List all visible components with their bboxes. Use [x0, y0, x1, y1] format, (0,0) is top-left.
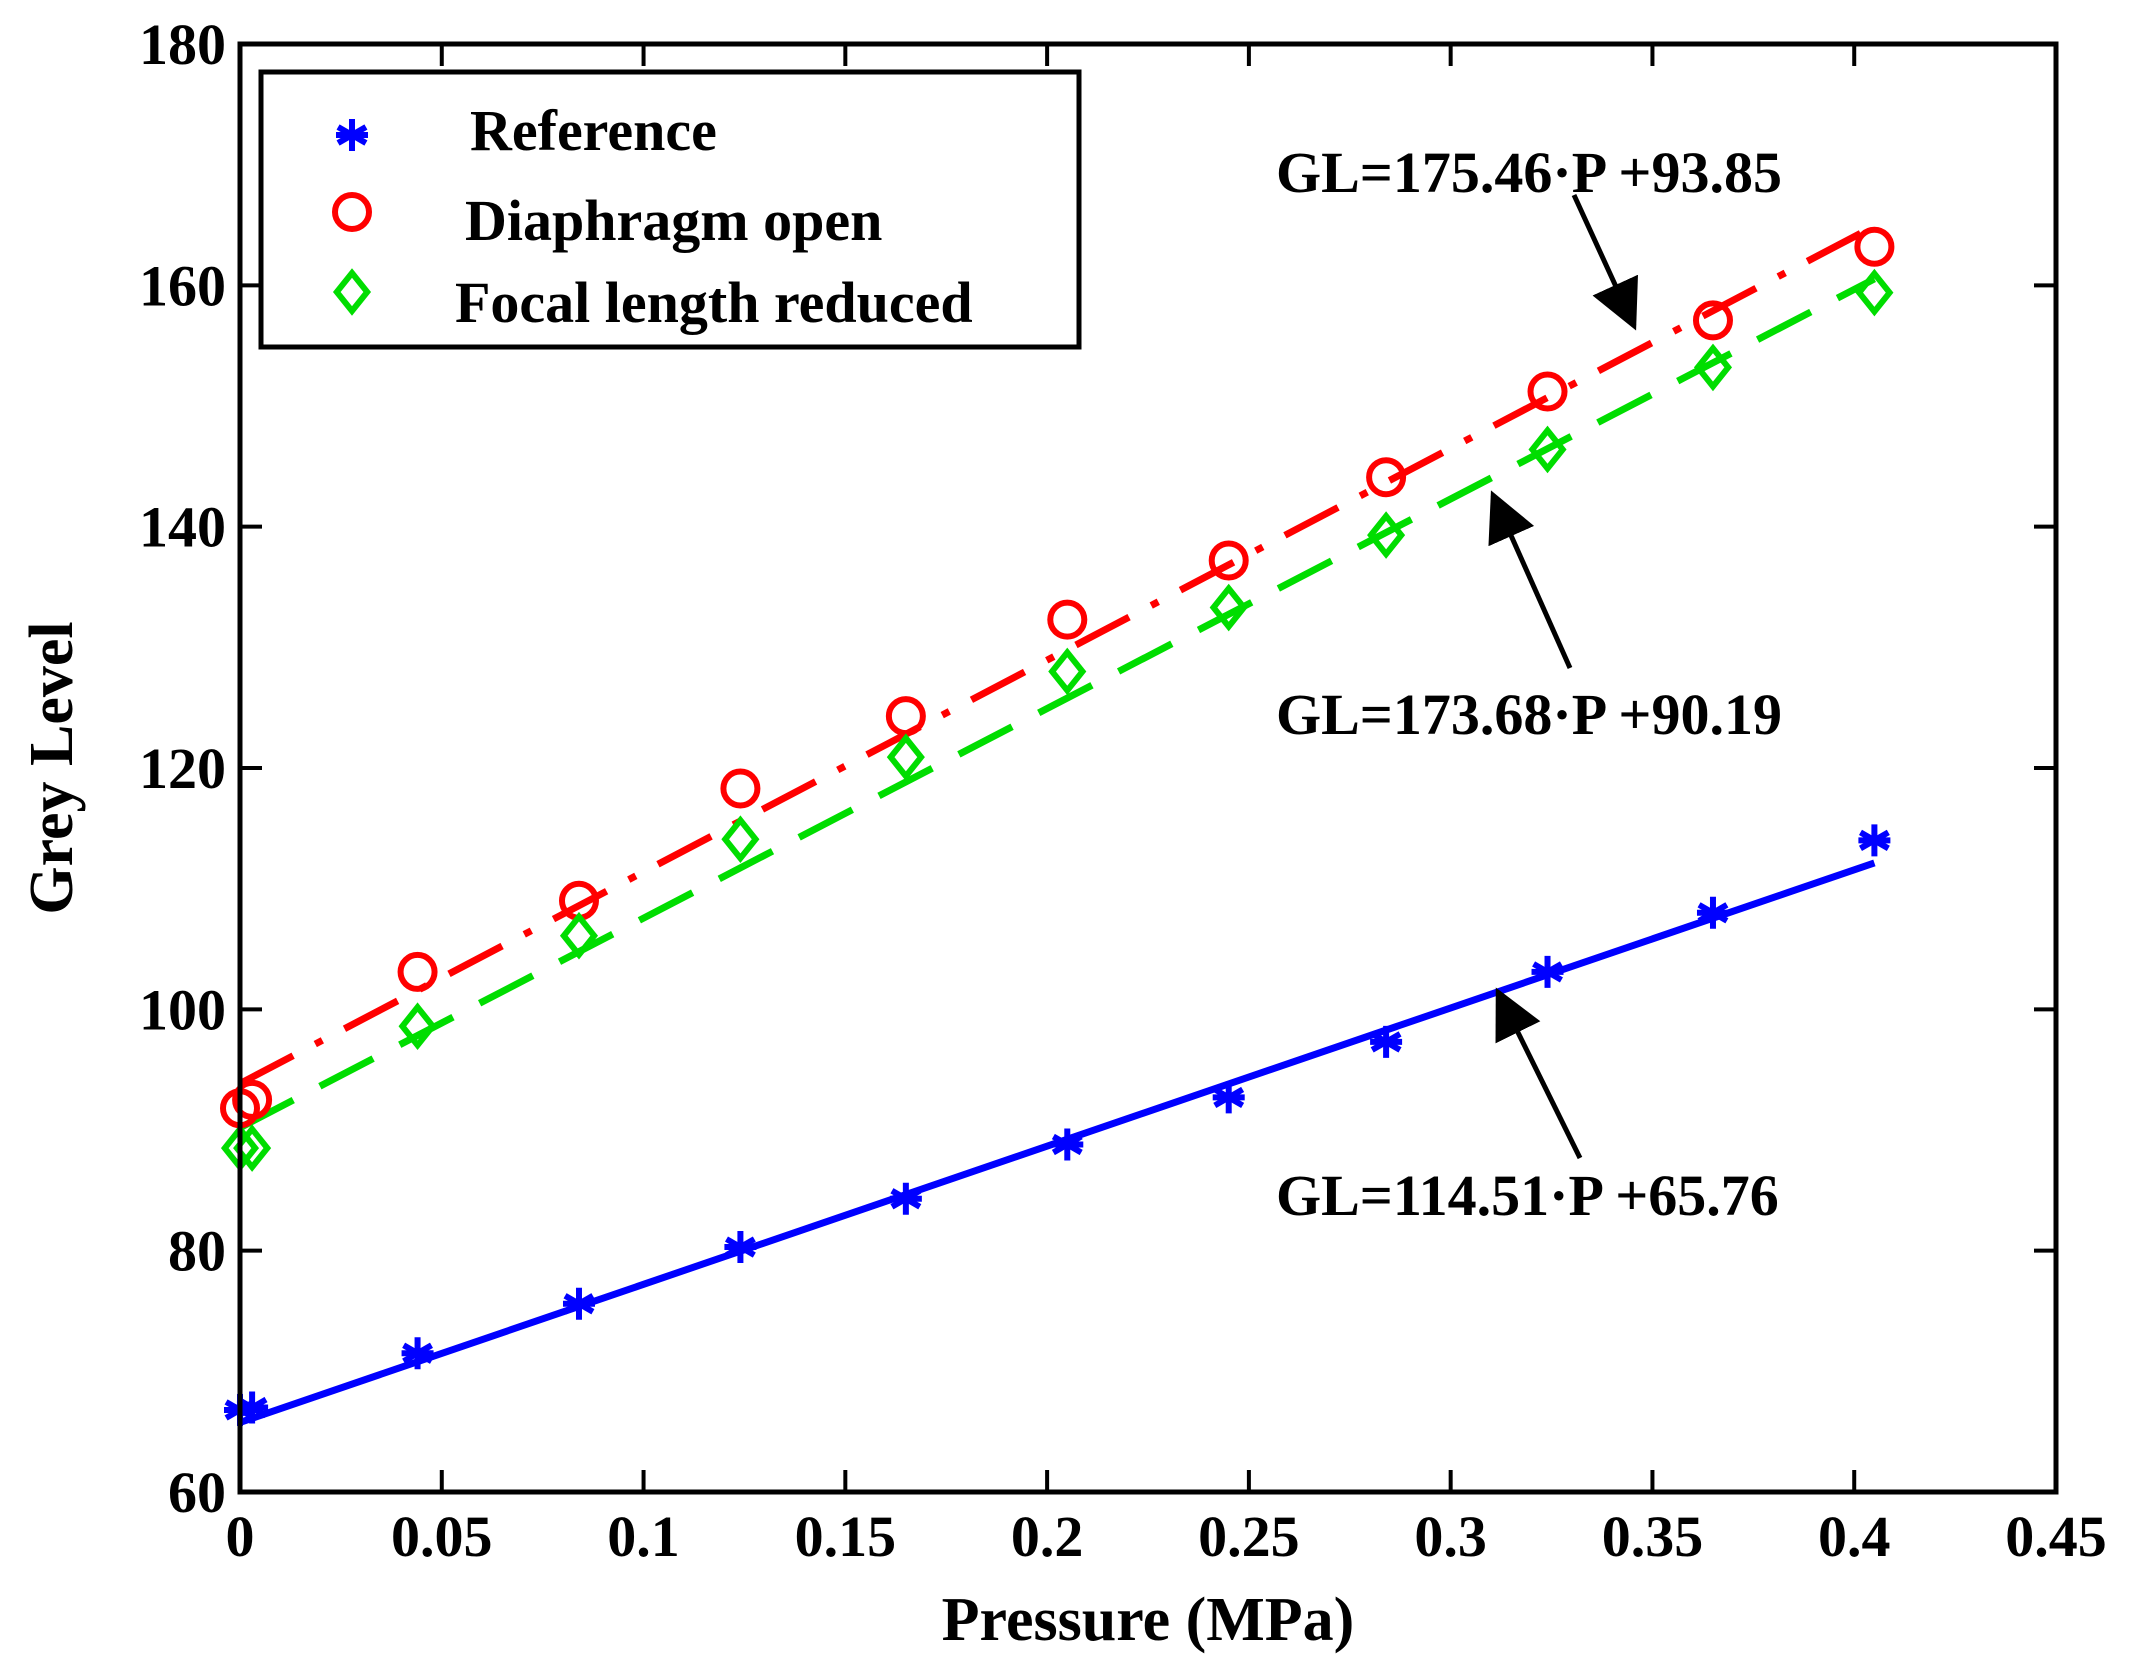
y-tick-label: 60: [168, 1460, 226, 1525]
data-point-focal-length-reduced: [721, 815, 760, 863]
x-tick-label: 0.05: [391, 1504, 493, 1569]
y-tick-label: 160: [139, 253, 226, 318]
x-tick-label: 0.25: [1198, 1504, 1300, 1569]
x-tick-label: 0.4: [1818, 1504, 1891, 1569]
data-point-focal-length-reduced: [1048, 647, 1087, 696]
annotation-reference-fit: GL=114.51·P +65.76: [1276, 1163, 1779, 1228]
legend-marker-focal-length-reduced: [332, 268, 372, 316]
data-point-reference: [401, 1337, 434, 1370]
plot-frame: [237, 41, 2059, 1495]
data-point-reference: [724, 1231, 757, 1264]
x-tick-label: 0.15: [795, 1504, 897, 1569]
data-point-reference: [1051, 1128, 1084, 1161]
legend: Reference Diaphragm open Focal length re…: [258, 69, 1082, 350]
data-point-diaphragm-open: [1692, 300, 1733, 341]
annotation-diaphragm-fit: GL=175.46·P +93.85: [1276, 140, 1782, 205]
legend-label-focal-length-reduced: Focal length reduced: [455, 270, 973, 335]
tick-labels: 0 0.05 0.1 0.15 0.2 0.25 0.3 0.35 0.4 0.45 60 80 100…: [139, 12, 2107, 1569]
annotation-arrow-reference: [1495, 987, 1583, 1160]
data-point-reference: [1212, 1081, 1245, 1114]
data-point-reference: [1370, 1025, 1403, 1058]
x-tick-label: 0.3: [1414, 1504, 1487, 1569]
fit-line-focal-length-reduced: [238, 275, 1877, 1131]
x-tick-label: 0.45: [2005, 1504, 2107, 1569]
data-point-focal-length-reduced: [1209, 583, 1248, 632]
data-point-reference: [1858, 824, 1891, 857]
y-tick-label: 120: [139, 736, 226, 801]
annotation-arrow-diaphragm: [1571, 193, 1638, 331]
data-point-focal-length-reduced: [1528, 425, 1567, 474]
y-axis-title: Grey Level: [18, 621, 86, 914]
y-tick-label: 140: [139, 495, 226, 560]
x-axis-title: Pressure (MPa): [942, 1586, 1355, 1654]
data-point-diaphragm-open: [885, 696, 926, 737]
data-point-focal-length-reduced: [559, 911, 599, 960]
data-point-focal-length-reduced: [398, 1002, 437, 1051]
data-point-diaphragm-open: [720, 768, 761, 809]
legend-marker-diaphragm-open: [332, 192, 372, 232]
data-point-focal-length-reduced: [1367, 511, 1406, 559]
data-point-focal-length-reduced: [1693, 343, 1733, 392]
data-point-reference: [562, 1287, 595, 1320]
legend-box: [258, 69, 1082, 350]
data-point-diaphragm-open: [1854, 226, 1895, 267]
data-point-focal-length-reduced: [886, 733, 925, 781]
x-tick-label: 0.35: [1602, 1504, 1704, 1569]
data-markers: [220, 226, 1895, 1426]
data-point-focal-length-reduced: [1855, 268, 1894, 317]
data-point-diaphragm-open: [1047, 599, 1088, 640]
data-point-reference: [889, 1182, 922, 1215]
data-point-diaphragm-open: [397, 951, 438, 992]
y-tick-label: 80: [168, 1219, 226, 1284]
y-tick-label: 180: [139, 12, 226, 77]
annotations: GL=175.46·P +93.85 GL=173.68·P +90.19 GL…: [1276, 140, 1782, 1228]
data-point-diaphragm-open: [232, 1079, 273, 1120]
data-point-reference: [1531, 955, 1564, 988]
y-tick-label: 100: [139, 977, 226, 1042]
fit-line-diaphragm-open: [238, 222, 1877, 1087]
legend-label-reference: Reference: [470, 98, 717, 163]
data-point-diaphragm-open: [1527, 371, 1568, 412]
data-point-diaphragm-open: [1366, 457, 1407, 498]
legend-markers: [332, 119, 372, 316]
annotation-focal-fit: GL=173.68·P +90.19: [1276, 682, 1782, 747]
x-tick-label: 0.2: [1011, 1504, 1084, 1569]
data-point-reference: [1696, 896, 1729, 929]
data-point-diaphragm-open: [1208, 540, 1249, 581]
legend-marker-reference: [336, 119, 368, 151]
annotation-arrow-focal: [1488, 490, 1573, 670]
legend-label-diaphragm-open: Diaphragm open: [465, 188, 882, 253]
x-tick-label: 0.1: [607, 1504, 680, 1569]
x-tick-label: 0: [226, 1504, 255, 1569]
